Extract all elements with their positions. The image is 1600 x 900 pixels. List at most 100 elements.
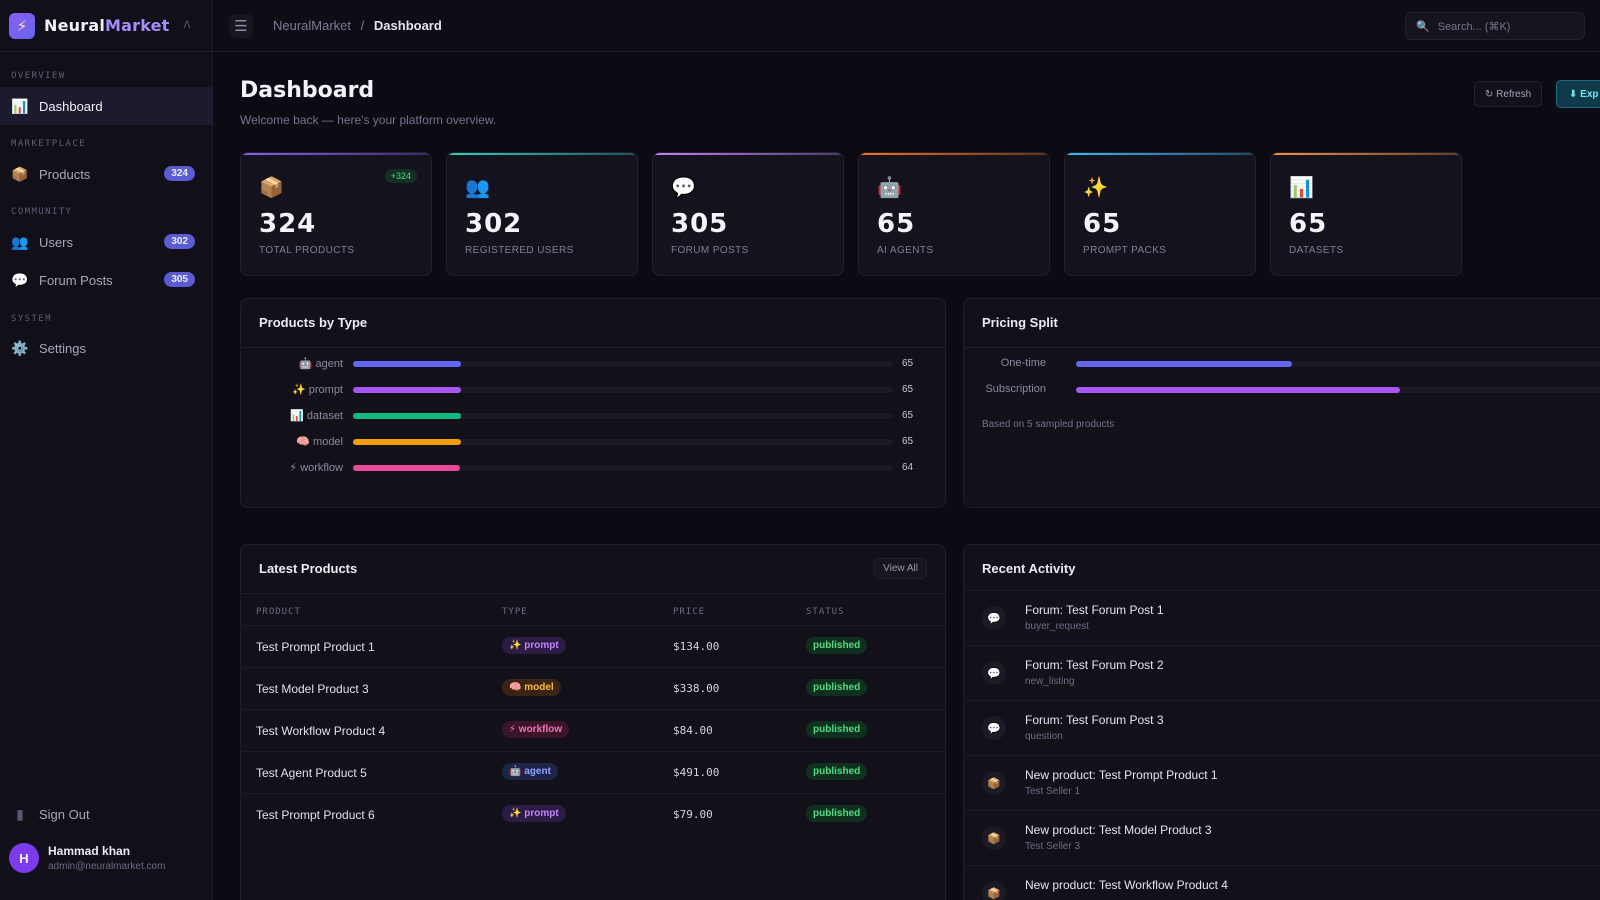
type-chip: ✨ prompt	[502, 637, 566, 654]
bar-row: 🤖 agent 65	[241, 354, 945, 374]
stat-card[interactable]: 📦 +324 324 TOTAL PRODUCTS	[240, 152, 432, 276]
bar-fill	[353, 465, 460, 471]
topbar: ☰ NeuralMarket / Dashboard 🔍 Search... (…	[213, 0, 1600, 52]
column-header-status[interactable]: STATUS	[806, 607, 845, 617]
stat-card[interactable]: ✨ 65 PROMPT PACKS	[1064, 152, 1256, 276]
stat-label: DATASETS	[1289, 245, 1344, 256]
split-row: Subscription	[964, 380, 1600, 400]
user-profile[interactable]: H Hammad khan admin@neuralmarket.com	[9, 843, 165, 873]
product-name[interactable]: Test Prompt Product 6	[256, 808, 375, 822]
list-item[interactable]: 📦 New product: Test Workflow Product 4	[964, 865, 1600, 900]
stat-card[interactable]: 👥 302 REGISTERED USERS	[446, 152, 638, 276]
sidebar-item-label: Dashboard	[39, 98, 103, 114]
panel-title: Products by Type	[259, 315, 368, 330]
sidebar-item-users[interactable]: 👥 Users 302	[0, 223, 212, 261]
split-label: One-time	[1000, 357, 1046, 369]
divider	[964, 347, 1600, 348]
bar-track	[353, 361, 893, 367]
sign-out-label: Sign Out	[39, 806, 90, 822]
product-name[interactable]: Test Workflow Product 4	[256, 724, 386, 738]
stat-value: 305	[671, 209, 729, 239]
status-badge: published	[806, 721, 868, 738]
breadcrumb-current: Dashboard	[373, 18, 442, 33]
bar-row: ✨ prompt 65	[241, 380, 945, 400]
pricing-note: Based on 5 sampled products	[982, 419, 1115, 430]
type-chip: ⚡ workflow	[502, 721, 570, 738]
stat-card[interactable]: 📊 65 DATASETS	[1270, 152, 1462, 276]
price: $79.00	[673, 808, 713, 821]
activity-title: New product: Test Model Product 3	[1025, 823, 1212, 837]
list-item[interactable]: 📦 New product: Test Prompt Product 1 Test …	[964, 755, 1600, 810]
package-icon: 📦	[982, 771, 1006, 795]
bar-label: 🧠 model	[296, 436, 343, 448]
gear-icon: ⚙️	[11, 339, 29, 356]
table-row[interactable]: Test Model Product 3 🧠 model $338.00 publis…	[241, 667, 945, 709]
price: $84.00	[673, 724, 713, 737]
sidebar-item-forum-posts[interactable]: 💬 Forum Posts 305	[0, 261, 212, 299]
activity-title: New product: Test Prompt Product 1	[1025, 768, 1218, 782]
table-row[interactable]: Test Prompt Product 1 ✨ prompt $134.00 publ…	[241, 625, 945, 667]
collapse-icon[interactable]: ᐱ	[183, 20, 191, 31]
sidebar-item-products[interactable]: 📦 Products 324	[0, 155, 212, 193]
divider	[241, 593, 945, 594]
sidebar-item-label: Products	[39, 166, 91, 182]
table-row[interactable]: Test Prompt Product 6 ✨ prompt $79.00 publi…	[241, 793, 945, 835]
split-track	[1076, 361, 1600, 367]
product-name[interactable]: Test Prompt Product 1	[256, 640, 375, 654]
avatar: H	[9, 843, 39, 873]
sidebar-item-dashboard[interactable]: 📊 Dashboard	[0, 87, 212, 125]
column-header-product[interactable]: PRODUCT	[256, 607, 301, 617]
activity-subtitle: new_listing	[1025, 676, 1075, 687]
section-system: SYSTEM	[11, 314, 52, 324]
stat-card[interactable]: 🤖 65 AI AGENTS	[858, 152, 1050, 276]
list-item[interactable]: 💬 Forum: Test Forum Post 1 buyer_request	[964, 590, 1600, 645]
export-button[interactable]: ⬇ Exp	[1556, 80, 1600, 108]
view-all-button[interactable]: View All	[874, 558, 927, 579]
table-row[interactable]: Test Agent Product 5 🤖 agent $491.00 publis…	[241, 751, 945, 793]
status-badge: published	[806, 805, 868, 822]
sidebar-item-label: Users	[39, 234, 73, 250]
chart-icon: 📊	[1289, 177, 1314, 199]
split-row: One-time	[964, 354, 1600, 374]
section-marketplace: MARKETPLACE	[11, 139, 87, 149]
count-badge: 324	[164, 166, 195, 181]
panel-title: Recent Activity	[982, 561, 1076, 576]
list-item[interactable]: 💬 Forum: Test Forum Post 3 question	[964, 700, 1600, 755]
product-name[interactable]: Test Agent Product 5	[256, 766, 367, 780]
refresh-button[interactable]: ↻ Refresh	[1474, 81, 1543, 107]
package-icon: 📦	[982, 826, 1006, 850]
bar-track	[353, 387, 893, 393]
sidebar-item-settings[interactable]: ⚙️ Settings	[0, 329, 212, 367]
list-item[interactable]: 💬 Forum: Test Forum Post 2 new_listing	[964, 645, 1600, 700]
user-name: Hammad khan	[48, 844, 131, 858]
stat-card[interactable]: 💬 305 FORUM POSTS	[652, 152, 844, 276]
activity-subtitle: Test Seller 3	[1025, 841, 1081, 852]
stat-value: 302	[465, 209, 523, 239]
column-header-price[interactable]: PRICE	[673, 607, 706, 617]
product-name[interactable]: Test Model Product 3	[256, 682, 369, 696]
latest-products-panel: Latest Products View All PRODUCT TYPE PR…	[240, 544, 946, 900]
bar-value: 65	[902, 384, 914, 395]
brand[interactable]: ⚡ NeuralMarket ᐱ	[0, 0, 212, 52]
menu-icon[interactable]: ☰	[229, 14, 253, 38]
search-input[interactable]: 🔍 Search... (⌘K)	[1405, 12, 1585, 40]
sign-out-button[interactable]: ▮ Sign Out	[0, 795, 212, 833]
page-title: Dashboard	[240, 78, 375, 103]
stat-label: FORUM POSTS	[671, 245, 749, 256]
list-item[interactable]: 📦 New product: Test Model Product 3 Test S…	[964, 810, 1600, 865]
pricing-split-panel: Pricing Split One-time Subscription Based…	[963, 298, 1600, 508]
brand-name-a: Neural	[44, 16, 106, 35]
page-subtitle: Welcome back — here's your platform over…	[240, 113, 497, 127]
package-icon: 📦	[982, 881, 1006, 900]
activity-subtitle: Test Seller 1	[1025, 786, 1081, 797]
sidebar: ⚡ NeuralMarket ᐱ OVERVIEW 📊 Dashboard MA…	[0, 0, 213, 900]
bar-value: 64	[902, 462, 914, 473]
column-header-type[interactable]: TYPE	[502, 607, 528, 617]
robot-icon: 🤖	[877, 177, 902, 199]
table-row[interactable]: Test Workflow Product 4 ⚡ workflow $84.00 p…	[241, 709, 945, 751]
chat-icon: 💬	[671, 177, 696, 199]
bar-fill	[353, 439, 462, 445]
delta-badge: +324	[384, 169, 417, 183]
divider	[241, 347, 945, 348]
breadcrumb-root[interactable]: NeuralMarket	[273, 18, 352, 33]
